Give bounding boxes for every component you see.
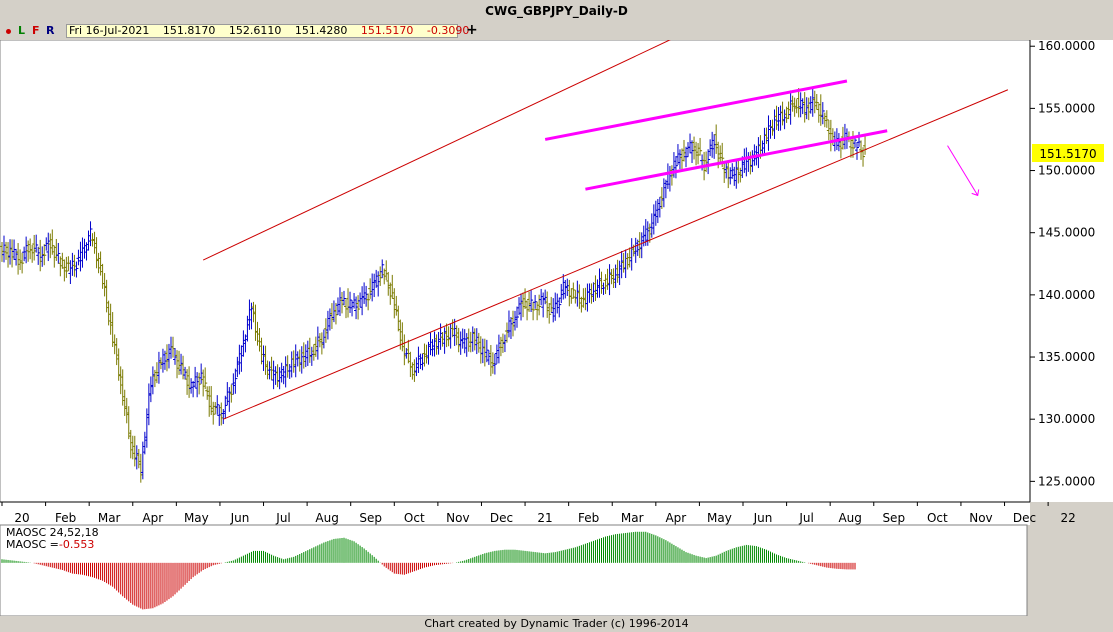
time-tick-label: Jul: [275, 511, 290, 525]
add-plus-icon[interactable]: +: [466, 22, 478, 38]
price-ticks: 125.0000 130.0000 135.0000 140.0000 145.0000…: [1030, 40, 1095, 488]
price-tick-label: 155.0000: [1038, 101, 1095, 115]
time-tick-label: Jun: [753, 511, 773, 525]
last-price-tag-text: 151.5170: [1039, 147, 1096, 161]
projection-arrow-line: [947, 145, 979, 196]
window-title: CWG_GBPJPY_Daily-D: [0, 0, 1113, 22]
toolbar-button-f[interactable]: F: [32, 24, 40, 37]
time-tick-label: May: [184, 511, 209, 525]
footer-credit: Chart created by Dynamic Trader (c) 1996…: [424, 617, 689, 630]
price-chart[interactable]: 125.0000 130.0000 135.0000 140.0000 145.0000…: [0, 40, 1113, 616]
time-tick-label: Mar: [98, 511, 121, 525]
pattern-lower-line: [585, 129, 888, 191]
time-tick-label: Aug: [315, 511, 338, 525]
time-tick-label: May: [707, 511, 732, 525]
ohlc-open: 151.8170: [162, 24, 216, 37]
time-tick-label: 22: [1060, 511, 1075, 525]
projection-arrow-head: [971, 189, 980, 197]
price-tick-label: 150.0000: [1038, 164, 1095, 178]
time-tick-label: Sep: [882, 511, 905, 525]
indicator-value-line: MAOSC =-0.553: [6, 538, 94, 551]
price-tick-label: 145.0000: [1038, 226, 1095, 240]
indicator-value: -0.553: [58, 538, 95, 551]
price-tick-label: 160.0000: [1038, 40, 1095, 53]
channel-lower-line: [223, 89, 1009, 420]
price-tick-label: 130.0000: [1038, 412, 1095, 426]
time-tick-label: Nov: [969, 511, 992, 525]
time-tick-label: Aug: [838, 511, 861, 525]
oscillator-panel: [0, 524, 1028, 616]
time-tick-label: Dec: [1013, 511, 1036, 525]
time-ticks: 20 Feb Mar Apr May Jun Jul Aug Sep Oct Nov Dec 21 Feb…: [1, 502, 1076, 525]
indicator-value-label: MAOSC =: [6, 538, 59, 551]
oscillator-histogram: [1, 531, 856, 610]
time-tick-label: 20: [14, 511, 29, 525]
time-tick-label: Apr: [665, 511, 686, 525]
time-tick-label: Oct: [927, 511, 948, 525]
time-tick-label: Mar: [621, 511, 644, 525]
time-tick-label: Nov: [446, 511, 469, 525]
price-plot-area: [0, 40, 1031, 503]
price-axis-area: [1030, 40, 1113, 502]
price-tick-label: 140.0000: [1038, 288, 1095, 302]
ohlc-close: 151.5170: [360, 24, 414, 37]
ohlc-low: 151.4280: [294, 24, 348, 37]
chart-toolbar: L F R Fri 16-Jul-2021 151.8170 152.6110 …: [0, 22, 1113, 40]
price-tick-label: 125.0000: [1038, 474, 1095, 488]
trend-lines: [202, 40, 1009, 420]
price-bars: [0, 87, 868, 483]
status-dot-icon: [6, 29, 11, 34]
channel-upper-line: [202, 40, 671, 261]
pattern-upper-line: [544, 79, 848, 141]
time-tick-label: Feb: [578, 511, 599, 525]
ohlc-change: -0.3090: [426, 24, 470, 37]
time-tick-label: Sep: [359, 511, 382, 525]
indicator-title: MAOSC 24,52,18: [6, 526, 99, 539]
ohlc-high: 152.6110: [228, 24, 282, 37]
time-axis-area: [0, 502, 1030, 525]
time-tick-label: Jul: [798, 511, 813, 525]
time-tick-label: Dec: [490, 511, 513, 525]
price-tick-label: 135.0000: [1038, 350, 1095, 364]
toolbar-button-l[interactable]: L: [18, 24, 26, 37]
ohlc-readout: Fri 16-Jul-2021 151.8170 152.6110 151.42…: [66, 24, 469, 38]
time-tick-label: Apr: [142, 511, 163, 525]
ohlc-date: Fri 16-Jul-2021: [69, 24, 150, 37]
last-price-tag: [1032, 144, 1104, 162]
time-tick-label: Oct: [404, 511, 425, 525]
toolbar-button-r[interactable]: R: [46, 24, 55, 37]
time-tick-label: Jun: [230, 511, 250, 525]
time-tick-label: 21: [537, 511, 552, 525]
time-tick-label: Feb: [55, 511, 76, 525]
